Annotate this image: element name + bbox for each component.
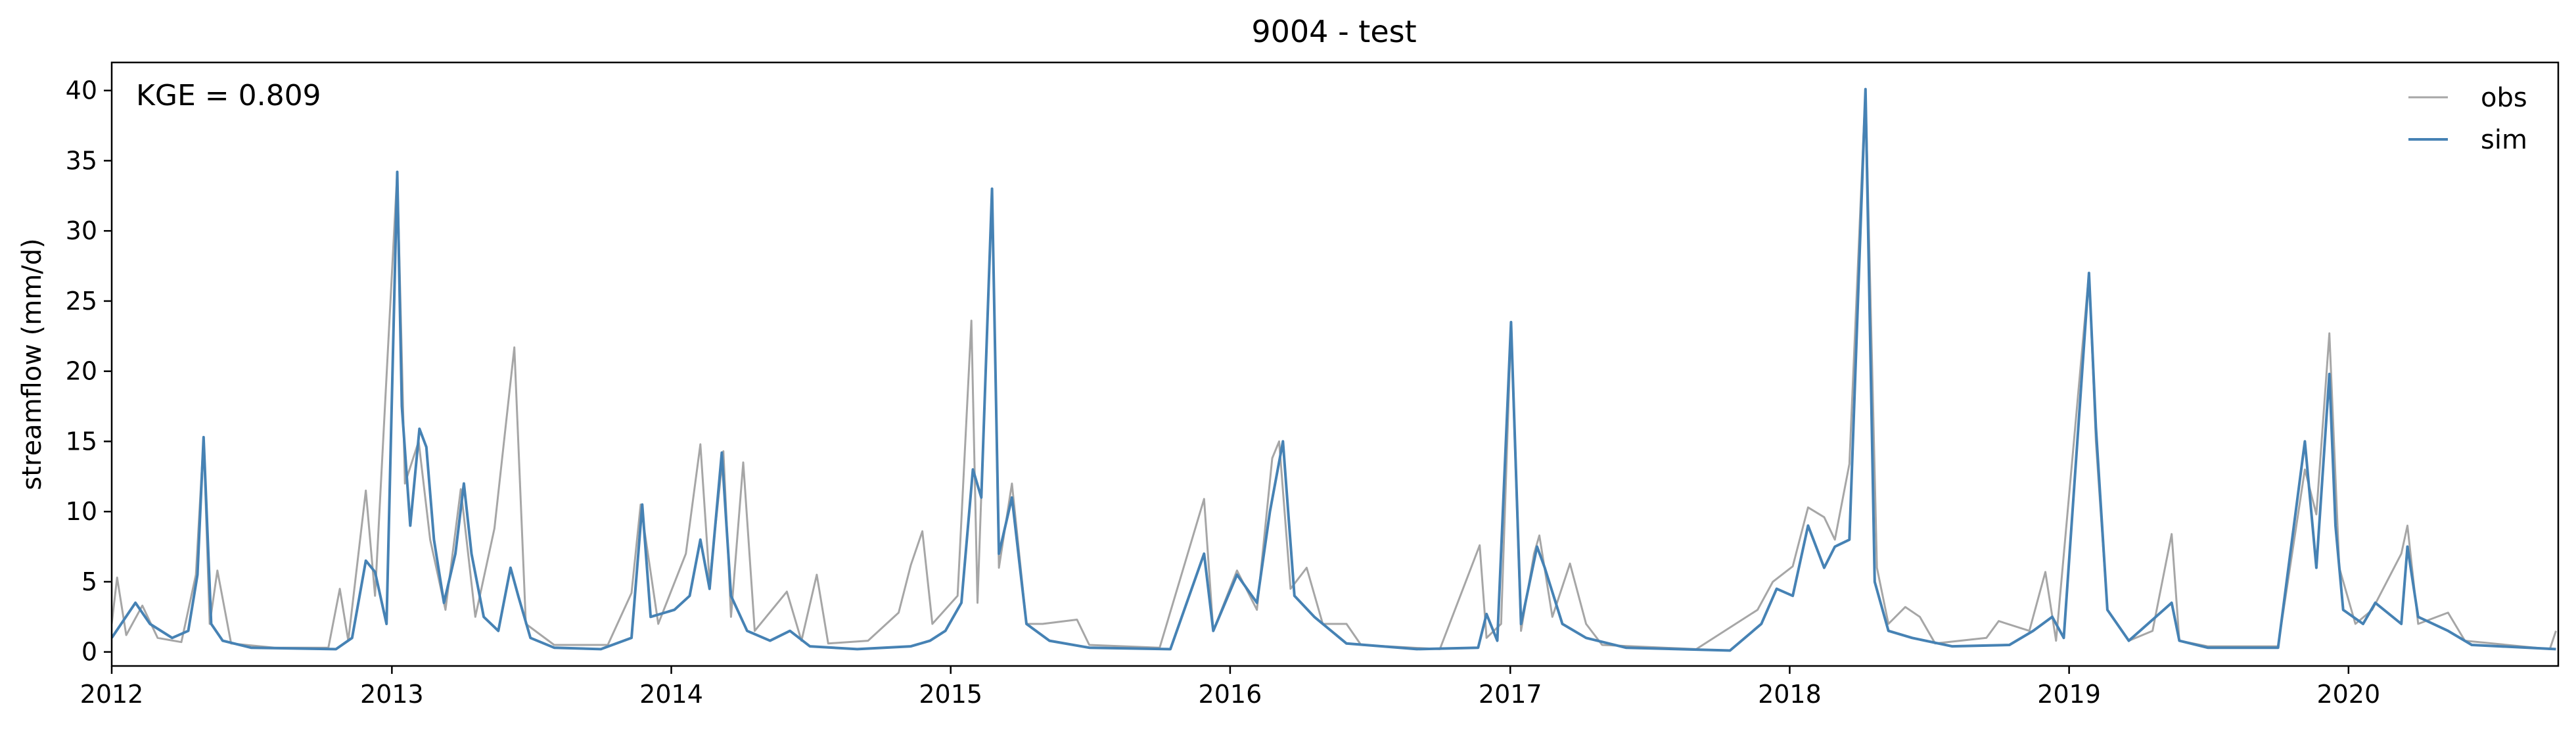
x-tick-label-2018: 2018: [1758, 680, 1822, 709]
chart-title: 9004 - test: [1251, 14, 1416, 49]
legend: obs sim: [2408, 83, 2527, 155]
y-tick-label-40: 40: [66, 76, 97, 105]
y-tick-label-35: 35: [66, 146, 97, 175]
x-tick-label-2020: 2020: [2316, 680, 2380, 709]
legend-label-obs: obs: [2481, 83, 2527, 113]
y-tick-label-0: 0: [81, 638, 97, 667]
x-tick-label-2017: 2017: [1479, 680, 1542, 709]
y-tick-label-15: 15: [66, 427, 97, 456]
kge-annotation: KGE = 0.809: [136, 79, 321, 112]
y-tick-label-5: 5: [81, 567, 97, 596]
x-tick-label-2014: 2014: [639, 680, 703, 709]
x-tick-label-2019: 2019: [2037, 680, 2101, 709]
x-tick-label-2012: 2012: [80, 680, 144, 709]
series-layer: [112, 87, 2557, 652]
series-line-sim: [112, 87, 2556, 652]
y-tick-label-20: 20: [66, 357, 97, 386]
y-tick-label-25: 25: [66, 287, 97, 316]
x-tick-label-2015: 2015: [919, 680, 982, 709]
legend-label-sim: sim: [2481, 125, 2527, 155]
y-tick-label-30: 30: [66, 216, 97, 245]
y-tick-label-10: 10: [66, 497, 97, 526]
x-tick-label-2013: 2013: [360, 680, 424, 709]
y-axis: 0 5 10 15 20 25 30 35 40: [66, 76, 112, 667]
plot-frame: [110, 61, 2560, 667]
x-axis: 2012 2013 2014 2015 2016 2017 2018 2019 2020: [80, 666, 2380, 709]
x-tick-label-2016: 2016: [1199, 680, 1262, 709]
y-axis-label: streamflow (mm/d): [17, 238, 47, 490]
